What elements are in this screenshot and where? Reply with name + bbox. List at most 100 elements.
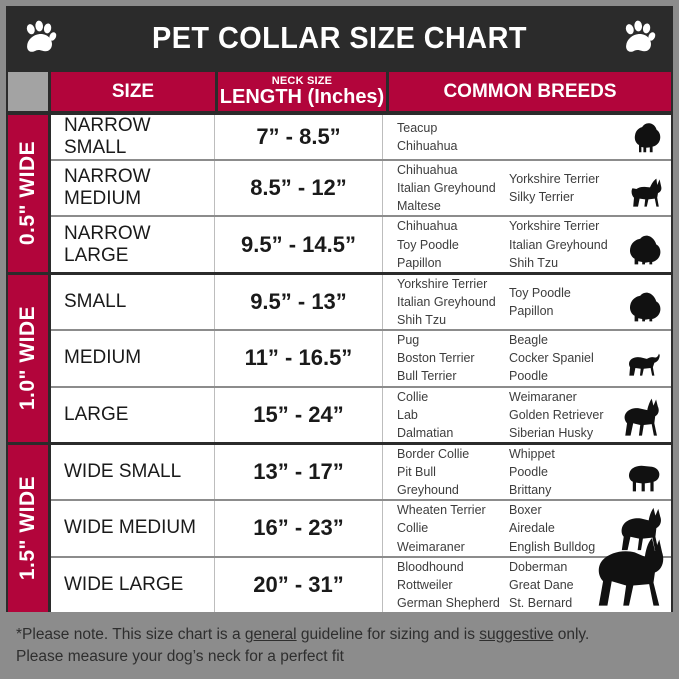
breed-list-col2: Toy Poodle Papillon: [509, 284, 619, 320]
breed-list-col1: Pug Boston Terrier Bull Terrier: [397, 331, 509, 385]
paw-print-icon: [26, 20, 57, 52]
breed-name: Weimaraner: [509, 389, 577, 404]
breed-name: Yorkshire Terrier: [509, 219, 600, 234]
breed-name: Collie: [397, 521, 429, 536]
breed-list-col2: Whippet Poodle Brittany: [509, 445, 619, 499]
column-header-length-label: LENGTH (Inches): [219, 85, 385, 108]
width-group: 1.0" WIDE SMALL 9.5” - 13” Yorkshire Terrie…: [6, 271, 673, 442]
cell-size-name: WIDE MEDIUM: [51, 501, 215, 556]
breed-name: Italian Greyhound: [397, 294, 496, 309]
breed-list-col2: Doberman Great Dane St. Bernard: [509, 558, 619, 612]
breed-name: Greyhound: [397, 483, 459, 498]
yorkshire-terrier-silhouette: [627, 117, 667, 157]
cell-size-name: NARROW LARGE: [51, 217, 215, 272]
breed-list-col1: Wheaten Terrier Collie Weimaraner: [397, 501, 509, 555]
cell-size-name: MEDIUM: [51, 331, 215, 386]
cell-neck-length: 7” - 8.5”: [215, 115, 383, 159]
shepherd-silhouette: [617, 396, 667, 440]
group-width-label: 1.0" WIDE: [8, 274, 48, 442]
breed-name: Papillon: [397, 255, 442, 270]
cell-common-breeds: Wheaten Terrier Collie Weimaraner Boxer Aire…: [383, 501, 671, 555]
column-header-common-breeds: COMMON BREEDS: [389, 72, 671, 111]
breed-name: Chihuahua: [397, 219, 458, 234]
table-row[interactable]: WIDE LARGE 20” - 31” Bloodhound Rottweiler G…: [51, 538, 671, 612]
breed-name: Doberman: [509, 559, 568, 574]
cell-size-name: WIDE LARGE: [51, 557, 215, 612]
breed-name: Chihuahua: [397, 163, 458, 177]
group-width-label: 1.5" WIDE: [8, 444, 48, 612]
breed-name: Poodle: [509, 465, 548, 479]
breed-name: Toy Poodle: [397, 237, 459, 252]
breed-name: Cocker Spaniel: [509, 351, 594, 366]
group-rows: WIDE SMALL 13” - 17” Border Collie Pit Bull…: [51, 444, 671, 612]
cell-neck-length: 16” - 23”: [215, 501, 383, 556]
breed-name: English Bulldog: [509, 539, 596, 554]
width-group: 0.5" WIDE NARROW SMALL 7” - 8.5” Teacup Chih…: [6, 113, 673, 272]
cell-size-name: LARGE: [51, 387, 215, 442]
cell-neck-length: 8.5” - 12”: [215, 161, 383, 216]
breed-name: Chihuahua: [397, 139, 458, 153]
breed-list-col1: Yorkshire Terrier Italian Greyhound Shih T…: [397, 275, 509, 329]
breed-name: Weimaraner: [397, 539, 465, 554]
breed-name: Whippet: [509, 446, 555, 461]
breed-list-col2: Weimaraner Golden Retriever Siberian Husky: [509, 388, 619, 442]
column-header-size: SIZE: [51, 72, 215, 111]
breed-name: Italian Greyhound: [397, 181, 496, 196]
table-row[interactable]: NARROW MEDIUM 8.5” - 12” Chihuahua Italian …: [51, 161, 671, 218]
table-row[interactable]: LARGE 15” - 24” Collie Lab Dalmatian Weimaran…: [51, 387, 671, 442]
breed-name: Bull Terrier: [397, 369, 457, 384]
breed-list-col2: Boxer Airedale English Bulldog: [509, 501, 619, 555]
breed-name: St. Bernard: [509, 595, 573, 610]
cell-neck-length: 9.5” - 13”: [215, 274, 383, 330]
chart-body: 0.5" WIDE NARROW SMALL 7” - 8.5” Teacup Chih…: [6, 113, 673, 612]
breed-name: Papillon: [509, 303, 554, 318]
cell-neck-length: 11” - 16.5”: [215, 331, 383, 386]
breed-name: Wheaten Terrier: [397, 503, 486, 518]
pitbull-silhouette: [615, 506, 667, 554]
breed-name: German Shepherd: [397, 595, 500, 610]
breed-list-col2: Yorkshire Terrier Italian Greyhound Shih T…: [509, 217, 619, 271]
cell-neck-length: 15” - 24”: [215, 387, 383, 442]
table-row[interactable]: NARROW SMALL 7” - 8.5” Teacup Chihuahua: [51, 115, 671, 161]
breed-list-col1: Chihuahua Italian Greyhound Maltese: [397, 161, 509, 215]
breed-list-col2: Yorkshire Terrier Silky Terrier: [509, 170, 619, 206]
group-width-label-text: 0.5" WIDE: [16, 141, 39, 246]
group-rows: SMALL 9.5” - 13” Yorkshire Terrier Italian …: [51, 274, 671, 442]
table-row[interactable]: NARROW LARGE 9.5” - 14.5” Chihuahua Toy Poo…: [51, 217, 671, 272]
footer-line-1: *Please note. This size chart is a gener…: [16, 626, 590, 643]
breed-list-col1: Border Collie Pit Bull Greyhound: [397, 445, 509, 499]
cell-neck-length: 20” - 31”: [215, 557, 383, 612]
table-row[interactable]: WIDE SMALL 13” - 17” Border Collie Pit Bull…: [51, 444, 671, 502]
group-width-label-text: 1.0" WIDE: [16, 306, 39, 411]
breed-name: Golden Retriever: [509, 407, 604, 422]
cell-common-breeds: Pug Boston Terrier Bull Terrier Beagle Cocke…: [383, 331, 671, 385]
chart-title-bar: PET COLLAR SIZE CHART: [6, 6, 673, 70]
breed-name: Boxer: [509, 503, 542, 518]
breed-name: Shih Tzu: [509, 255, 559, 270]
table-row[interactable]: SMALL 9.5” - 13” Yorkshire Terrier Italian …: [51, 274, 671, 332]
group-rows: NARROW SMALL 7” - 8.5” Teacup Chihuahua NARR…: [51, 115, 671, 272]
breed-name: Great Dane: [509, 577, 574, 592]
cell-common-breeds: Border Collie Pit Bull Greyhound Whippet Poo…: [383, 445, 671, 499]
pomeranian-silhouette: [623, 287, 667, 327]
breed-list-col1: Collie Lab Dalmatian: [397, 388, 509, 442]
table-row[interactable]: MEDIUM 11” - 16.5” Pug Boston Terrier Bull T…: [51, 331, 671, 388]
breed-list-col1: Teacup Chihuahua: [397, 119, 509, 155]
breed-name: Siberian Husky: [509, 425, 594, 440]
breed-name: Pug: [397, 333, 420, 348]
breed-name: Pit Bull: [397, 465, 436, 479]
cell-common-breeds: Bloodhound Rottweiler German Shepherd Dober…: [383, 538, 671, 612]
breed-name: Toy Poodle: [509, 285, 571, 300]
breed-name: Poodle: [509, 369, 548, 384]
table-row[interactable]: WIDE MEDIUM 16” - 23” Wheaten Terrier Colli…: [51, 501, 671, 558]
breed-name: Lab: [397, 407, 418, 422]
column-header-neck-size-label: NECK SIZE: [271, 74, 333, 87]
breed-name: Collie: [397, 389, 429, 404]
chihuahua-silhouette: [625, 173, 667, 213]
column-header-length: NECK SIZE LENGTH (Inches): [218, 72, 386, 111]
breed-name: Border Collie: [397, 446, 470, 461]
breed-name: Silky Terrier: [509, 190, 575, 205]
breed-list-col1: Chihuahua Toy Poodle Papillon: [397, 217, 509, 271]
breed-name: Teacup: [397, 120, 438, 135]
breed-name: Yorkshire Terrier: [397, 276, 488, 291]
